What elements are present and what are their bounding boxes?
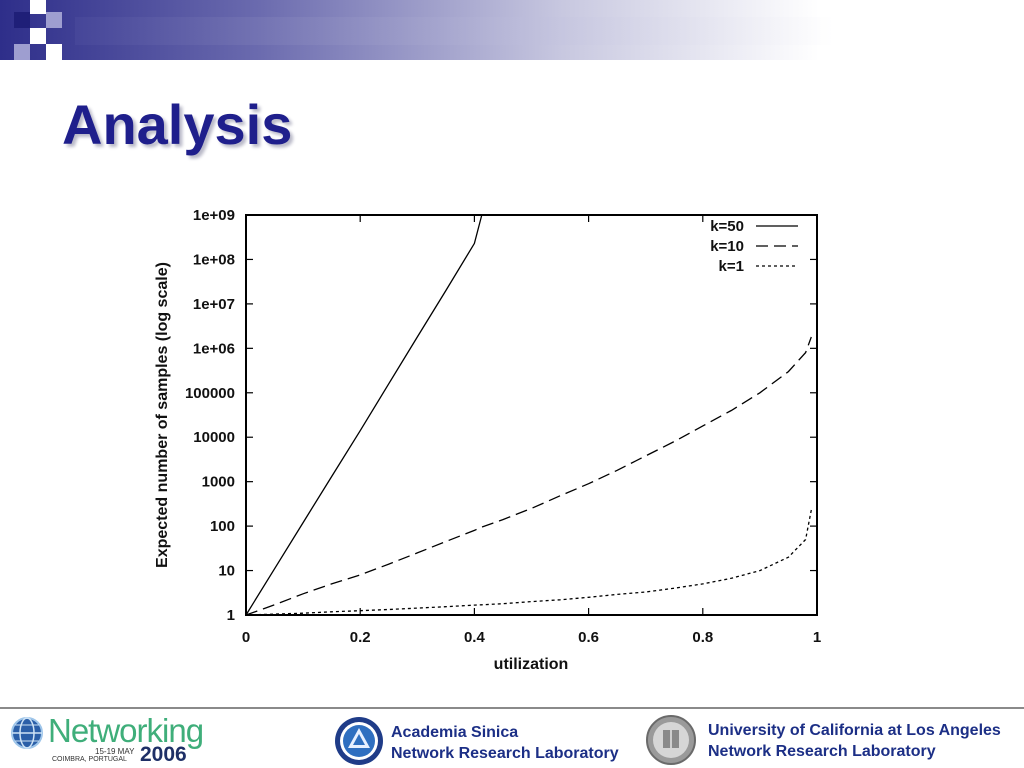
y-tick-label: 1e+08 xyxy=(193,251,235,268)
academia-sinica-seal-icon xyxy=(335,717,383,765)
legend-label: k=1 xyxy=(719,258,744,275)
y-tick-label: 10000 xyxy=(193,429,235,446)
header-square xyxy=(30,0,46,14)
x-tick-label: 1 xyxy=(813,629,821,646)
institution-1-lab: Network Research Laboratory xyxy=(391,745,619,762)
y-tick-label: 10 xyxy=(218,563,235,580)
ucla-seal-icon xyxy=(646,715,696,765)
header-gradient-bar xyxy=(0,0,1024,60)
header-gradient-stripe xyxy=(75,17,1024,45)
legend-label: k=10 xyxy=(710,238,744,255)
y-tick-label: 100 xyxy=(210,518,235,535)
x-axis-ticks: 0 0.2 0.4 0.6 0.8 1 xyxy=(242,215,821,646)
chart-legend: k=50 k=10 k=1 xyxy=(710,218,798,275)
header-square xyxy=(46,12,62,28)
x-tick-label: 0.4 xyxy=(464,629,486,646)
x-tick-label: 0.2 xyxy=(350,629,371,646)
y-tick-label: 1000 xyxy=(202,474,235,491)
conference-year: 2006 xyxy=(140,743,187,766)
conference-dates: 15-19 MAY xyxy=(95,747,135,756)
header-square xyxy=(46,44,62,60)
x-tick-label: 0.8 xyxy=(692,629,713,646)
x-tick-label: 0.6 xyxy=(578,629,599,646)
y-tick-label: 1e+07 xyxy=(193,296,235,313)
series-line-k-10 xyxy=(245,336,812,616)
slide-title: Analysis xyxy=(62,93,293,156)
institution-2-lab: Network Research Laboratory xyxy=(708,743,936,760)
x-tick-label: 0 xyxy=(242,629,250,646)
y-tick-label: 1e+06 xyxy=(193,340,235,357)
y-axis-ticks: 1 10 100 1000 10000 100000 1e+06 1e+07 1e+08 1e+0… xyxy=(185,207,817,624)
institution-2-name: University of California at Los Angeles xyxy=(708,722,1001,739)
header-square xyxy=(14,44,30,60)
footer-divider xyxy=(0,707,1024,709)
header-square xyxy=(30,28,46,44)
institution-1: Academia Sinica Network Research Laborat… xyxy=(391,722,619,764)
y-axis-label: Expected number of samples (log scale) xyxy=(154,262,171,568)
conference-place: COIMBRA, PORTUGAL xyxy=(52,756,127,763)
networking-logo-text: Networking xyxy=(48,712,204,749)
institution-2: University of California at Los Angeles … xyxy=(708,720,1001,762)
chart: 0 0.2 0.4 0.6 0.8 1 1 10 100 1000 10000 100000 1e+0… xyxy=(154,207,821,673)
y-tick-label: 1 xyxy=(227,607,235,624)
legend-label: k=50 xyxy=(710,218,744,235)
x-axis-label: utilization xyxy=(494,656,569,673)
header-square xyxy=(14,12,30,28)
networking-globe-icon xyxy=(11,717,43,749)
plot-frame xyxy=(245,214,818,616)
series-line-k-1 xyxy=(245,509,812,616)
y-tick-label: 100000 xyxy=(185,385,235,402)
institution-1-name: Academia Sinica xyxy=(391,724,519,741)
y-tick-label: 1e+09 xyxy=(193,207,235,224)
chart-marks xyxy=(245,214,812,616)
series-line-k-50 xyxy=(245,214,483,616)
